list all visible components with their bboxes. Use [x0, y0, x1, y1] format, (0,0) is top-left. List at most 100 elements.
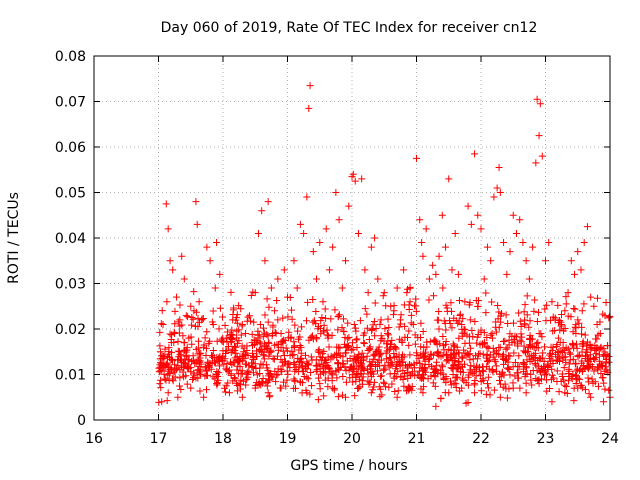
data-point — [184, 313, 192, 321]
data-point — [431, 338, 439, 346]
data-point — [388, 360, 396, 368]
data-point — [161, 375, 169, 383]
data-point — [291, 360, 299, 368]
data-point — [474, 211, 482, 219]
data-point — [196, 350, 204, 358]
data-point — [377, 316, 385, 324]
data-point — [570, 397, 578, 405]
data-point — [486, 391, 494, 399]
data-point — [505, 365, 513, 373]
data-point — [292, 384, 300, 392]
data-point — [320, 321, 328, 329]
data-point — [374, 275, 382, 283]
data-point — [339, 372, 347, 380]
data-point — [471, 376, 479, 384]
data-point — [342, 349, 350, 357]
data-point — [573, 372, 581, 380]
data-point — [602, 298, 610, 306]
data-point — [573, 344, 581, 352]
data-point — [574, 248, 582, 256]
data-point — [227, 371, 235, 379]
data-point — [267, 284, 275, 292]
data-point — [569, 342, 577, 350]
data-point — [450, 356, 458, 364]
data-point — [176, 355, 184, 363]
data-point — [588, 375, 596, 383]
data-point — [465, 351, 473, 359]
data-point — [437, 353, 445, 361]
data-point — [327, 315, 335, 323]
data-point — [325, 363, 333, 371]
data-point — [260, 355, 268, 363]
data-point — [546, 384, 554, 392]
data-point — [384, 315, 392, 323]
data-point — [342, 367, 350, 375]
data-point — [302, 351, 310, 359]
x-tick-label: 19 — [279, 431, 297, 447]
data-point — [400, 353, 408, 361]
x-tick-label: 18 — [214, 431, 232, 447]
data-point — [279, 378, 287, 386]
data-point — [430, 292, 438, 300]
data-point — [233, 366, 241, 374]
data-point — [473, 362, 481, 370]
data-point — [528, 381, 536, 389]
data-point — [434, 370, 442, 378]
data-point — [258, 345, 266, 353]
y-tick-label: 0.07 — [55, 95, 86, 111]
data-point — [221, 322, 229, 330]
data-point — [429, 379, 437, 387]
data-point — [426, 355, 434, 363]
data-point — [263, 364, 271, 372]
data-point — [455, 349, 463, 357]
data-point — [438, 211, 446, 219]
data-point — [587, 293, 595, 301]
data-point — [248, 339, 256, 347]
data-point — [567, 257, 575, 265]
data-point — [587, 361, 595, 369]
data-point — [280, 266, 288, 274]
data-point — [519, 239, 527, 247]
data-point — [547, 353, 555, 361]
data-point — [324, 383, 332, 391]
data-point — [333, 343, 341, 351]
data-point — [233, 382, 241, 390]
data-point — [367, 243, 375, 251]
data-point — [354, 384, 362, 392]
data-point — [241, 360, 249, 368]
data-point — [353, 370, 361, 378]
data-point — [527, 335, 535, 343]
data-point — [483, 380, 491, 388]
data-point — [377, 356, 385, 364]
data-point — [487, 257, 495, 265]
data-point — [499, 383, 507, 391]
data-point — [558, 311, 566, 319]
data-point — [176, 374, 184, 382]
data-point — [442, 350, 450, 358]
data-point — [213, 354, 221, 362]
data-point — [593, 294, 601, 302]
data-point — [455, 296, 463, 304]
data-point — [258, 207, 266, 215]
data-point — [256, 364, 264, 372]
data-point — [489, 353, 497, 361]
data-point — [433, 316, 441, 324]
data-point — [591, 355, 599, 363]
data-point — [516, 336, 524, 344]
data-point — [580, 361, 588, 369]
data-point — [423, 338, 431, 346]
data-point — [479, 363, 487, 371]
data-point — [164, 371, 172, 379]
data-point — [461, 298, 469, 306]
y-tick-label: 0.03 — [55, 277, 86, 293]
data-point — [582, 352, 590, 360]
data-point — [520, 360, 528, 368]
data-point — [501, 337, 509, 345]
data-point — [329, 243, 337, 251]
data-point — [185, 334, 193, 342]
data-point — [201, 334, 209, 342]
data-point — [325, 266, 333, 274]
data-point — [583, 223, 591, 231]
data-point — [392, 365, 400, 373]
data-point — [281, 337, 289, 345]
